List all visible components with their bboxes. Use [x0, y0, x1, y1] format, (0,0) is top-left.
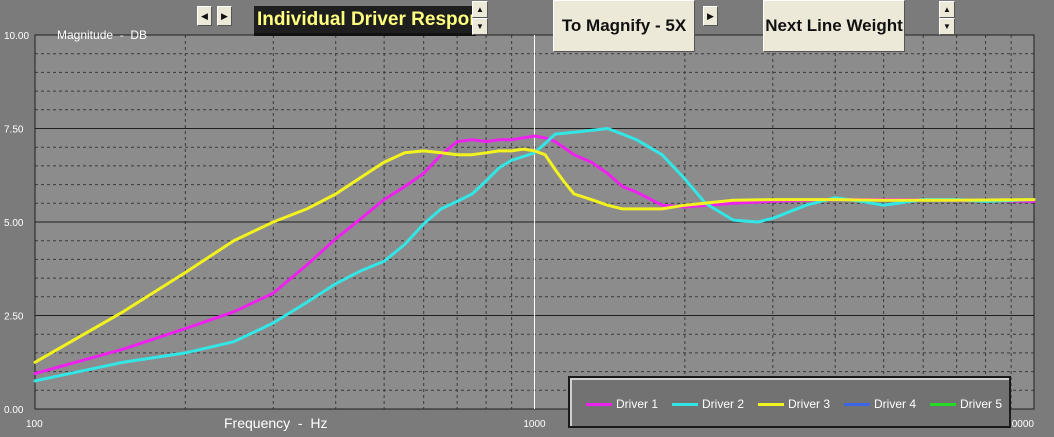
title-spin-down[interactable]: ▼	[472, 18, 488, 35]
magnify-next-button[interactable]: ▶	[703, 6, 718, 26]
x-tick-label: 100	[26, 419, 43, 430]
magnify-label: To Magnify - 5X	[561, 16, 687, 35]
spin-down-icon: ▼	[943, 22, 951, 31]
legend-item-driver-4: Driver 4	[844, 397, 916, 411]
line-weight-spin-up[interactable]: ▲	[939, 1, 955, 18]
magnify-button[interactable]: To Magnify - 5X	[553, 0, 695, 52]
legend-swatch	[844, 402, 870, 406]
legend-label: Driver 1	[616, 397, 659, 411]
legend-swatch	[586, 402, 612, 406]
y-tick-label: 7.50	[4, 125, 24, 136]
line-weight-label: Next Line Weight	[765, 16, 903, 35]
x-axis-label: Frequency - Hz	[224, 415, 327, 431]
x-tick-label: 1000	[523, 419, 546, 430]
series-line-driver-2	[33, 127, 1036, 383]
x-tick-labels: 100 1000 10000	[26, 419, 1034, 430]
line-weight-spin-down[interactable]: ▼	[939, 18, 955, 35]
legend-item-driver-1: Driver 1	[586, 397, 658, 411]
right-arrow-icon: ▶	[707, 10, 714, 21]
legend-swatch	[758, 402, 784, 406]
series-line-driver-3	[33, 147, 1036, 364]
legend-label: Driver 5	[960, 397, 1003, 411]
y-tick-labels: 0.00 2.50 5.00 7.50 10.00	[4, 31, 29, 416]
legend-item-driver-2: Driver 2	[672, 397, 744, 411]
y-tick-label: 2.50	[4, 312, 24, 323]
legend-label: Driver 3	[788, 397, 831, 411]
legend-label: Driver 2	[702, 397, 745, 411]
title-spin-up[interactable]: ▲	[472, 1, 488, 18]
spin-up-icon: ▲	[476, 5, 484, 14]
legend-item-driver-3: Driver 3	[758, 397, 830, 411]
spin-up-icon: ▲	[943, 5, 951, 14]
y-tick-label: 5.00	[4, 218, 24, 229]
title-prev-button[interactable]: ◀	[197, 6, 212, 26]
legend-swatch	[930, 402, 956, 406]
line-weight-button[interactable]: Next Line Weight	[763, 0, 905, 52]
legend-swatch	[672, 402, 698, 406]
series-lines	[33, 127, 1036, 383]
legend-label: Driver 4	[874, 397, 917, 411]
y-tick-label: 10.00	[4, 31, 29, 42]
legend-item-driver-5: Driver 5	[930, 397, 1002, 411]
title-next-button[interactable]: ▶	[217, 6, 232, 26]
x-tick-label: 10000	[1006, 419, 1034, 430]
spin-down-icon: ▼	[476, 22, 484, 31]
chart-legend: Driver 1 Driver 2 Driver 3 Driver 4 Driv…	[568, 376, 1011, 428]
chart-title: Individual Driver Response	[254, 6, 476, 36]
right-arrow-icon: ▶	[221, 10, 228, 21]
y-axis-label: Magnitude - DB	[57, 28, 147, 42]
left-arrow-icon: ◀	[201, 10, 208, 21]
y-tick-label: 0.00	[4, 405, 24, 416]
